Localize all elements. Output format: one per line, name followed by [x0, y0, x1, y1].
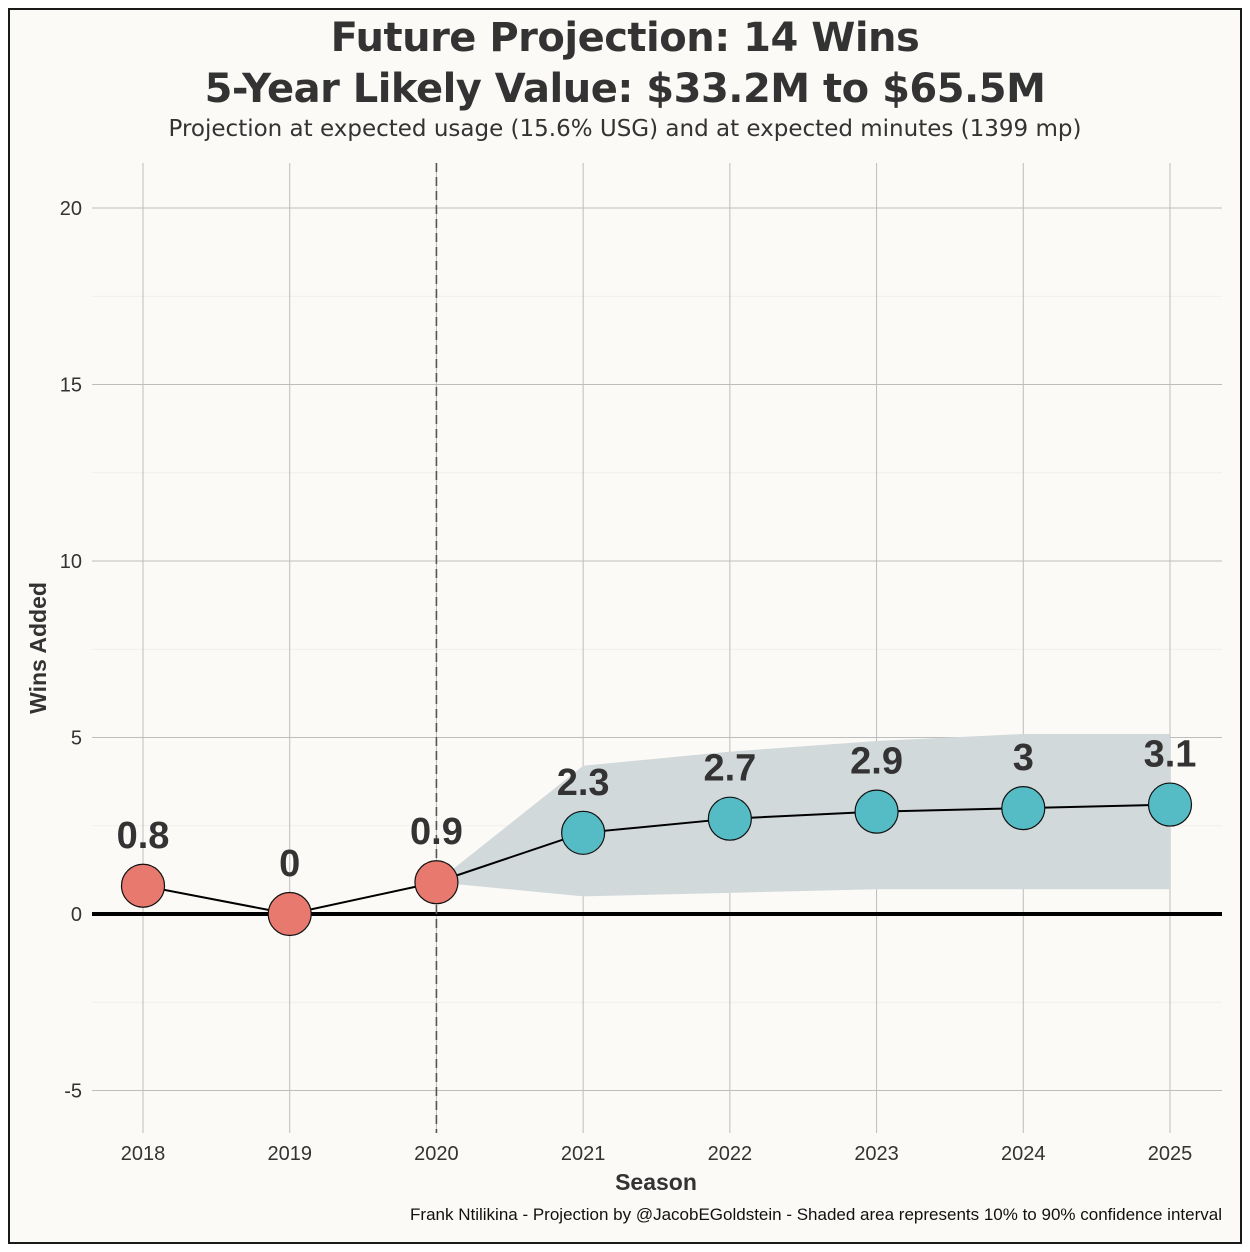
data-label: 3 — [1013, 737, 1034, 779]
x-tick-label: 2022 — [708, 1143, 753, 1165]
y-axis-title: Wins Added — [25, 582, 51, 714]
y-tick-label: 5 — [71, 728, 82, 750]
x-axis-title: Season — [615, 1169, 697, 1195]
y-tick-label: -5 — [64, 1081, 82, 1103]
data-point-projected — [561, 810, 606, 855]
data-point-projected — [707, 796, 752, 841]
x-tick-label: 2018 — [121, 1143, 166, 1165]
data-point-historical — [120, 863, 166, 908]
data-point-projected — [854, 789, 899, 834]
data-point-projected — [1147, 782, 1193, 827]
data-label: 2.7 — [703, 748, 756, 790]
x-tick-label: 2021 — [561, 1143, 606, 1165]
data-point-historical — [267, 891, 312, 937]
data-label: 3.1 — [1144, 734, 1197, 776]
chart-caption: Frank Ntilikina - Projection by @JacobEG… — [410, 1205, 1222, 1224]
data-label: 0.9 — [410, 811, 463, 853]
chart-title-line2: 5-Year Likely Value: $33.2M to $65.5M — [204, 66, 1046, 112]
data-point-projected — [1001, 785, 1046, 831]
series-line — [142, 803, 1171, 916]
chart-subtitle: Projection at expected usage (15.6% USG)… — [168, 116, 1082, 142]
x-tick-label: 2023 — [854, 1143, 899, 1165]
data-label: 2.3 — [557, 762, 610, 804]
data-label: 0 — [279, 843, 300, 885]
x-tick-label: 2019 — [267, 1143, 312, 1165]
data-point-historical — [414, 860, 459, 905]
x-tick-label: 2025 — [1148, 1143, 1193, 1165]
x-tick-label: 2024 — [1001, 1143, 1046, 1165]
data-label: 0.8 — [117, 815, 170, 857]
chart-frame — [8, 8, 1242, 1244]
y-tick-label: 10 — [60, 551, 82, 573]
y-tick-label: 20 — [60, 198, 82, 220]
y-tick-label: 0 — [71, 904, 82, 926]
chart-title: Future Projection: 14 Wins — [330, 15, 920, 61]
data-label: 2.9 — [850, 741, 903, 783]
y-tick-label: 15 — [60, 375, 82, 397]
x-tick-label: 2020 — [414, 1143, 459, 1165]
